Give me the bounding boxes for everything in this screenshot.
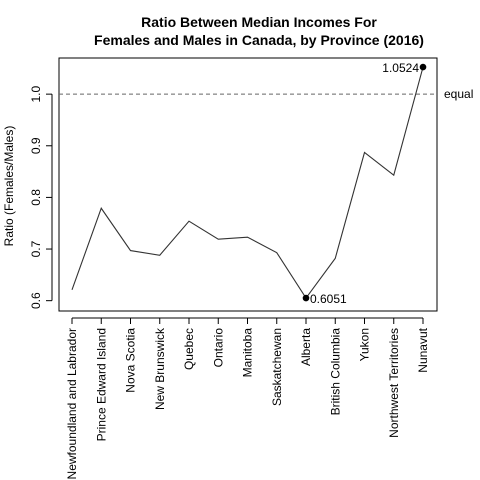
data-label-alberta: 0.6051	[310, 292, 347, 306]
x-tick-label: Northwest Territories	[387, 328, 401, 438]
y-axis-title: Ratio (Females/Males)	[2, 126, 16, 247]
data-label-nunavut: 1.0524	[382, 61, 419, 75]
x-tick-label: Manitoba	[241, 328, 255, 378]
x-tick-label: Saskatchewan	[270, 328, 284, 406]
y-tick-label: 1.0	[29, 85, 43, 102]
y-tick-label: 0.6	[29, 292, 43, 309]
chart-title-line-1: Ratio Between Median Incomes For	[141, 14, 377, 30]
highlight-point-nunavut	[419, 63, 427, 71]
x-tick-label: Quebec	[182, 328, 196, 370]
x-tick-label: British Columbia	[328, 328, 342, 416]
x-tick-label: Yukon	[358, 328, 372, 361]
reference-line-label: equal	[444, 87, 473, 101]
plot-frame	[58, 57, 438, 312]
series-line	[71, 66, 424, 300]
x-tick-label: New Brunswick	[153, 327, 167, 410]
y-tick-label: 0.7	[29, 240, 43, 257]
y-tick-label: 0.8	[29, 189, 43, 206]
chart-title-line-2: Females and Males in Canada, by Province…	[94, 32, 424, 48]
x-tick-label: Nunavut	[416, 327, 430, 372]
x-tick-label: Nova Scotia	[124, 328, 138, 393]
x-tick-label: Alberta	[299, 328, 313, 366]
x-tick-label: Prince Edward Island	[94, 328, 108, 441]
x-tick-label: Newfoundland and Labrador	[65, 328, 79, 479]
highlight-point-alberta	[302, 294, 310, 302]
y-tick-label: 0.9	[29, 137, 43, 154]
x-tick-label: Ontario	[211, 328, 225, 368]
